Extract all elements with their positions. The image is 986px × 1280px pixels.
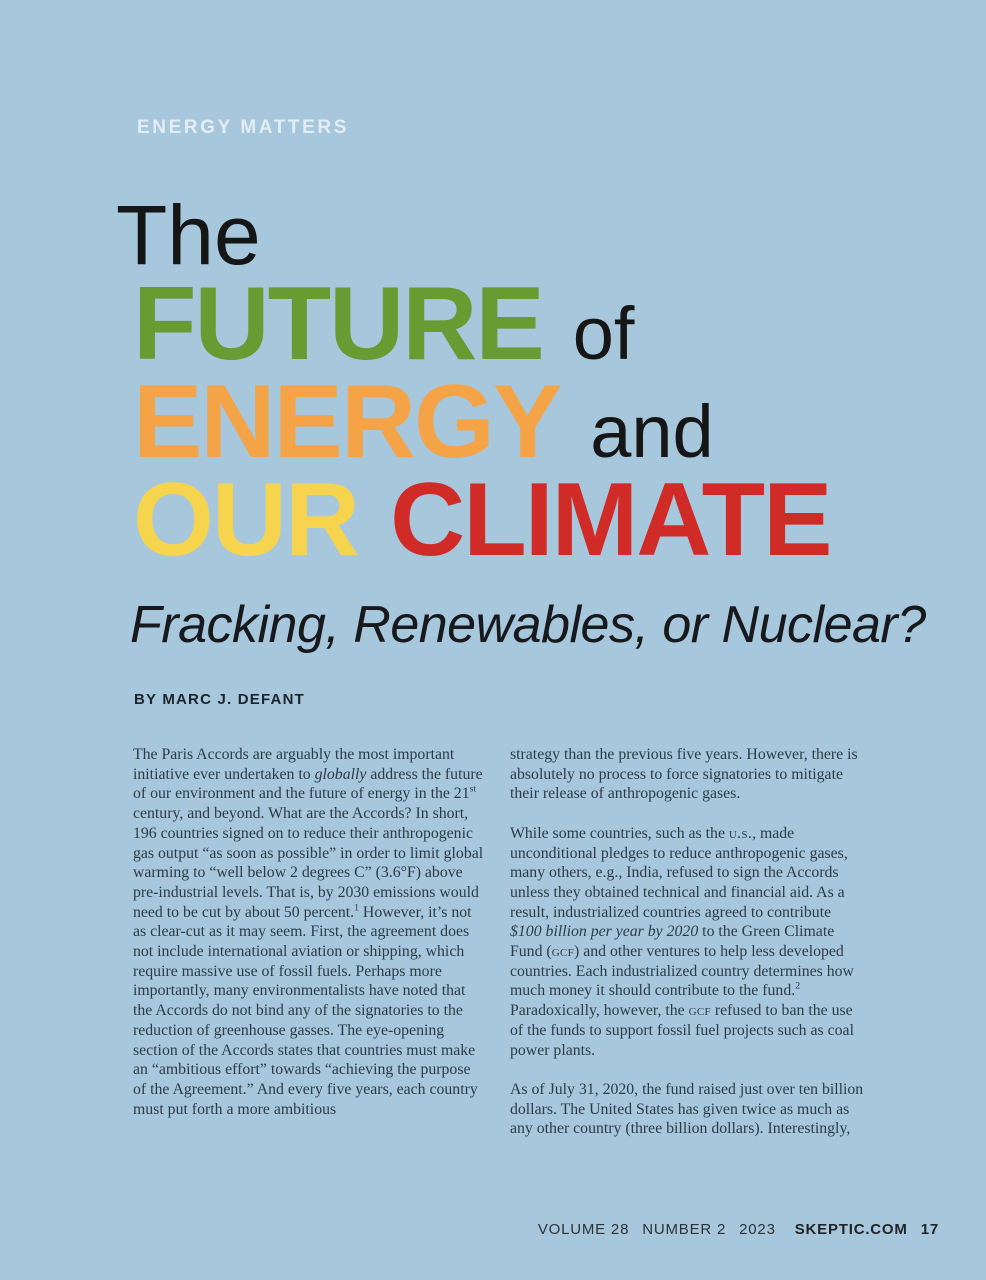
footer-volume: VOLUME 28 [537, 1221, 630, 1238]
title-word-climate: CLIMATE [390, 462, 832, 578]
title-word-of: of [572, 292, 635, 375]
title-word-and: and [590, 390, 714, 473]
title-line-1: FUTURE of [133, 272, 634, 376]
article-subtitle: Fracking, Renewables, or Nuclear? [130, 596, 926, 654]
left-column: The Paris Accords are arguably the most … [133, 745, 485, 1139]
title-word-our: OUR [133, 462, 360, 578]
title-word-future: FUTURE [133, 266, 545, 382]
title-line-3: OUR CLIMATE [133, 462, 833, 578]
byline: BY MARC J. DEFANT [134, 691, 305, 708]
right-column: strategy than the previous five years. H… [510, 745, 865, 1139]
body-paragraph: strategy than the previous five years. H… [510, 746, 858, 803]
section-label: ENERGY MATTERS [137, 117, 349, 138]
title-word-energy: ENERGY [133, 364, 562, 480]
footer-year: 2023 [739, 1221, 776, 1238]
title-line-2: ENERGY and [133, 370, 714, 474]
page-footer: VOLUME 28 NUMBER 2 2023 SKEPTIC.COM 17 [538, 1221, 939, 1238]
title-word-the: The [116, 188, 261, 282]
footer-site: SKEPTIC.COM [794, 1221, 908, 1238]
body-paragraph: As of July 31, 2020, the fund raised jus… [510, 1080, 864, 1138]
body-paragraph: While some countries, such as the u.s., … [510, 824, 854, 1059]
body-paragraph: The Paris Accords are arguably the most … [133, 746, 484, 1118]
article-body: The Paris Accords are arguably the most … [133, 745, 865, 1139]
footer-number: NUMBER 2 [642, 1221, 727, 1238]
footer-page-number: 17 [920, 1221, 939, 1238]
